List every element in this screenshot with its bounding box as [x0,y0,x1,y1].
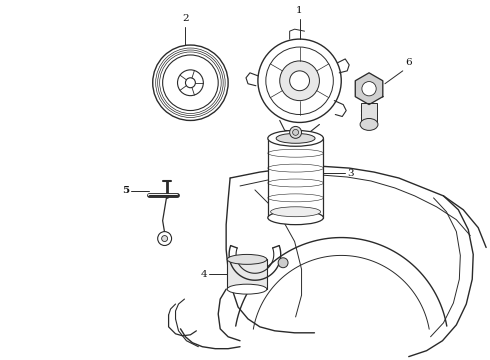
Ellipse shape [276,133,315,143]
Polygon shape [355,73,383,105]
Text: 2: 2 [182,14,189,23]
Text: 5: 5 [122,186,129,195]
Ellipse shape [360,118,378,130]
Circle shape [162,235,168,242]
Circle shape [258,39,341,122]
Ellipse shape [268,130,323,146]
Circle shape [177,70,203,96]
Circle shape [185,78,196,88]
Bar [268,138,323,218]
Circle shape [163,55,218,111]
Circle shape [290,71,310,91]
Circle shape [290,126,301,138]
Text: 3: 3 [347,168,354,177]
Ellipse shape [270,207,320,217]
Bar [227,260,267,289]
Bar [361,103,377,122]
Circle shape [293,129,298,135]
Text: 1: 1 [296,6,303,15]
Text: 6: 6 [405,58,412,67]
Circle shape [266,47,333,114]
Circle shape [362,82,376,96]
Text: 4: 4 [201,270,207,279]
Ellipse shape [268,211,323,225]
Circle shape [158,231,172,246]
Ellipse shape [227,255,267,264]
Circle shape [278,258,288,268]
Circle shape [280,61,319,100]
Ellipse shape [227,284,267,294]
Circle shape [153,45,228,121]
